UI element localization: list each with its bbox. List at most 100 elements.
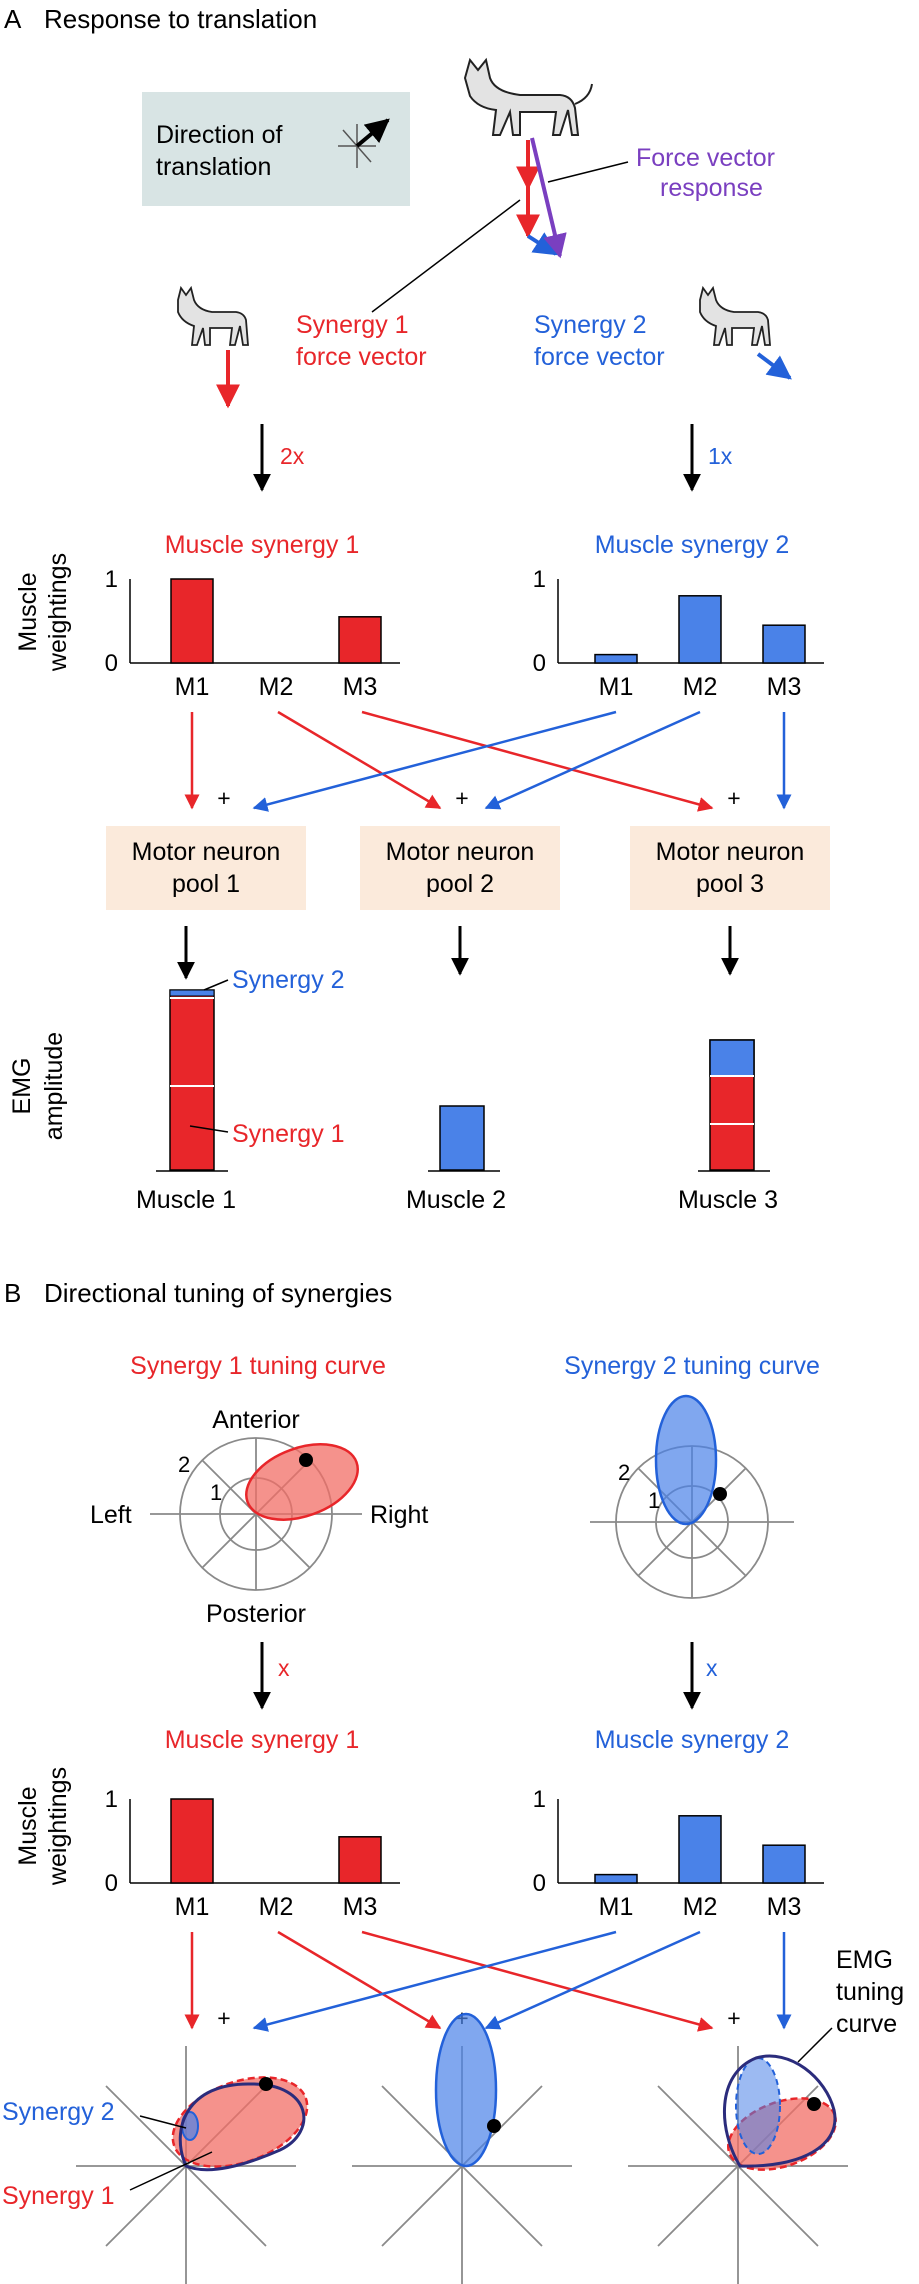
emg-bar-muscle2 xyxy=(439,1105,485,1171)
y-tick-label: 0 xyxy=(105,650,118,677)
y-tick-label: 1 xyxy=(105,566,118,593)
polar1-ring2: 2 xyxy=(178,1452,190,1477)
polar2-ring1: 1 xyxy=(648,1488,660,1513)
muscle-synergy1-title-b: Muscle synergy 1 xyxy=(165,1726,360,1754)
bar-m2 xyxy=(678,595,722,664)
bar-m1 xyxy=(170,1798,214,1884)
polar1-ring1: 1 xyxy=(210,1480,222,1505)
cross-arrows-a xyxy=(184,710,792,812)
b-synergy1-label: Synergy 1 xyxy=(2,2182,115,2210)
polar2-ring2: 2 xyxy=(618,1460,630,1485)
y-tick-label: 0 xyxy=(533,1870,546,1897)
synergy2-force-line1: Synergy 2 xyxy=(534,311,647,339)
leader-emg-tuning xyxy=(797,2027,833,2063)
synergy2-weights-chart-b: 1 0 M1 M2 M3 xyxy=(533,1786,824,1921)
x-tick-label-m3: M3 xyxy=(343,1893,378,1921)
bar-m2 xyxy=(678,1815,722,1884)
x-tick-label-m2: M2 xyxy=(259,673,294,701)
cross-arrows-b xyxy=(184,1930,792,2032)
motor-pool-2-line2: pool 2 xyxy=(426,870,494,898)
muscle-synergy1-title-a: Muscle synergy 1 xyxy=(165,531,360,559)
muscle-weightings-label-a2: weightings xyxy=(44,553,72,672)
y-tick-label: 1 xyxy=(105,1786,118,1813)
emg-tuning-muscle3 xyxy=(628,2046,848,2284)
synergy2-force-arrow-top xyxy=(526,232,559,256)
emg-tuning-muscle2 xyxy=(352,2012,572,2284)
emg-bar-muscle3 xyxy=(709,1039,755,1171)
bar-m1 xyxy=(594,1873,638,1884)
tuning2-title: Synergy 2 tuning curve xyxy=(564,1352,820,1380)
scale-1-label: 2x xyxy=(280,443,305,469)
x-tick-label-m2: M2 xyxy=(683,1893,718,1921)
motor-pool-1-line2: pool 1 xyxy=(172,870,240,898)
x-tick-label-m2: M2 xyxy=(259,1893,294,1921)
tuning-scale-2: x xyxy=(706,1655,718,1681)
force-vector-response-arrow xyxy=(530,137,567,259)
tuning1-title: Synergy 1 tuning curve xyxy=(130,1352,386,1380)
cat-icon-left xyxy=(177,285,249,346)
x-tick-label-m1: M1 xyxy=(175,1893,210,1921)
leader-b-synergy2 xyxy=(139,2115,187,2129)
x-tick-label-m1: M1 xyxy=(175,673,210,701)
muscle-weightings-label-b1: Muscle xyxy=(14,1786,42,1865)
x-tick-label-m3: M3 xyxy=(767,1893,802,1921)
polar-left: Left xyxy=(90,1501,132,1529)
polar-plot-synergy2 xyxy=(590,1394,794,1599)
synergy2-force-line2: force vector xyxy=(534,343,665,371)
y-tick-label: 1 xyxy=(533,1786,546,1813)
y-tick-label: 0 xyxy=(533,650,546,677)
muscle2-name: Muscle 2 xyxy=(406,1186,506,1214)
emg-synergy2-label: Synergy 2 xyxy=(232,966,345,994)
motor-pool-2 xyxy=(360,826,560,910)
motor-pool-1-line1: Motor neuron xyxy=(132,838,281,866)
muscle-weightings-label-a1: Muscle xyxy=(14,572,42,651)
emg-tuning-line2: tuning xyxy=(836,1978,904,2006)
panel-a-label: A xyxy=(4,4,22,34)
tuning-scale-1: x xyxy=(278,1655,290,1681)
leader-emg-synergy2 xyxy=(203,979,229,991)
muscle1-name: Muscle 1 xyxy=(136,1186,236,1214)
synergy2-vector-right xyxy=(756,352,792,380)
motor-pool-2-line1: Motor neuron xyxy=(386,838,535,866)
plus-a3: + xyxy=(727,785,740,811)
panel-a-title: Response to translation xyxy=(44,4,317,34)
bar-m3 xyxy=(338,616,382,664)
b-synergy2-label: Synergy 2 xyxy=(2,2098,115,2126)
x-tick-label-m1: M1 xyxy=(599,673,634,701)
plus-b3: + xyxy=(727,2005,740,2031)
emg-bar-muscle1 xyxy=(169,989,215,1171)
muscle-weightings-label-b2: weightings xyxy=(44,1767,72,1886)
cat-icon-top xyxy=(463,57,593,136)
emg-tuning-muscle1 xyxy=(76,2046,309,2284)
plus-a2: + xyxy=(455,785,468,811)
synergy1-force-line1: Synergy 1 xyxy=(296,311,409,339)
y-tick-label: 0 xyxy=(105,1870,118,1897)
x-tick-label-m3: M3 xyxy=(343,673,378,701)
leader-emg-synergy1 xyxy=(189,1125,229,1133)
leader-b-synergy1 xyxy=(129,2151,213,2191)
emg-amplitude-label2: amplitude xyxy=(40,1032,68,1140)
y-tick-label: 1 xyxy=(533,566,546,593)
direction-box-line2: translation xyxy=(156,153,271,181)
motor-pool-3 xyxy=(630,826,830,910)
synergy1-weights-chart-b: 1 0 M1 M2 M3 xyxy=(105,1786,400,1921)
emg-amplitude-label1: EMG xyxy=(8,1058,36,1115)
emg-tuning-line3: curve xyxy=(836,2010,897,2038)
leader-force-response xyxy=(547,161,629,183)
polar-plot-synergy1 xyxy=(150,1437,362,1591)
force-vector-response-line2: response xyxy=(660,174,763,202)
bar-m3 xyxy=(338,1836,382,1884)
muscle-synergy2-title-b: Muscle synergy 2 xyxy=(595,1726,790,1754)
bar-m1 xyxy=(594,653,638,664)
direction-arrow xyxy=(355,118,390,148)
muscle3-name: Muscle 3 xyxy=(678,1186,778,1214)
emg-synergy1-label: Synergy 1 xyxy=(232,1120,345,1148)
synergy1-force-line2: force vector xyxy=(296,343,427,371)
x-tick-label-m2: M2 xyxy=(683,673,718,701)
synergy2-weights-chart-a: 1 0 M1 M2 M3 xyxy=(533,566,824,701)
leader-synergy1-force xyxy=(371,199,521,313)
motor-pool-3-line1: Motor neuron xyxy=(656,838,805,866)
motor-pool-3-line2: pool 3 xyxy=(696,870,764,898)
emg-tuning-line1: EMG xyxy=(836,1946,893,1974)
